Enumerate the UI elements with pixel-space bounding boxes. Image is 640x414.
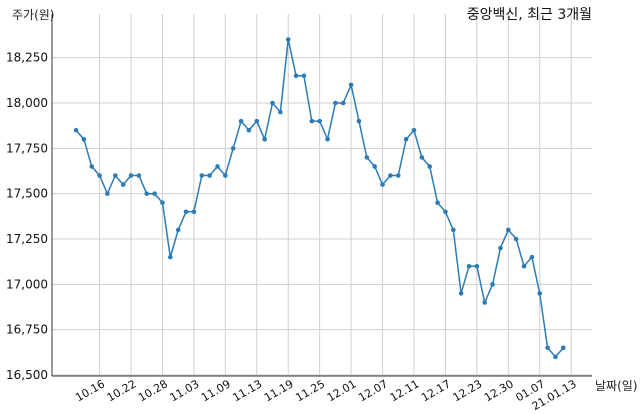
data-point — [466, 263, 472, 269]
series — [73, 37, 566, 360]
data-point — [545, 345, 550, 351]
data-point — [529, 254, 535, 260]
x-tick-label: 12.07 — [356, 377, 390, 404]
data-point — [403, 136, 409, 142]
x-tick-label: 12.11 — [388, 377, 422, 404]
data-point — [152, 191, 157, 196]
data-point — [482, 300, 488, 305]
data-point — [443, 209, 448, 215]
data-point — [474, 263, 480, 269]
data-point — [105, 191, 110, 196]
y-tick-label: 18,000 — [6, 96, 48, 110]
data-point — [175, 227, 181, 233]
data-point — [348, 82, 354, 88]
data-point — [380, 182, 385, 187]
data-point — [419, 155, 425, 160]
chart-title: 중앙백신, 최근 3개월 — [467, 7, 592, 23]
data-point — [435, 200, 440, 206]
x-axis-label: 날짜(일) — [595, 379, 637, 393]
data-point — [458, 291, 464, 296]
x-tick-label: 11.03 — [168, 377, 202, 404]
axes — [51, 14, 592, 377]
data-point — [223, 173, 228, 178]
data-point — [215, 164, 220, 169]
data-point — [97, 173, 102, 178]
data-point — [317, 118, 322, 124]
data-point — [238, 118, 244, 124]
data-point — [561, 345, 566, 351]
y-tick-label: 16,500 — [6, 368, 48, 382]
data-point — [270, 100, 275, 106]
data-point — [136, 173, 142, 178]
y-tick-labels: 16,500 16,750 17,000 17,250 17,500 17,750 18,0… — [6, 51, 48, 382]
x-tick-label: 11.25 — [293, 377, 327, 404]
x-tick-label: 12.23 — [451, 377, 485, 404]
data-point — [144, 191, 150, 196]
x-tick-label: 12.30 — [482, 377, 516, 404]
data-point — [191, 209, 197, 215]
y-tick-label: 18,250 — [6, 51, 48, 65]
data-point — [262, 136, 267, 142]
data-point — [427, 164, 433, 169]
data-point — [81, 136, 87, 142]
data-point — [160, 200, 165, 206]
data-point — [301, 73, 307, 79]
data-point — [498, 245, 503, 251]
data-point — [388, 173, 393, 178]
data-point — [553, 354, 558, 360]
x-tick-label: 12.17 — [419, 377, 453, 404]
data-point — [113, 173, 118, 178]
data-point — [183, 209, 189, 215]
grid — [52, 14, 592, 376]
data-point — [340, 100, 346, 106]
data-point — [325, 136, 330, 142]
x-tick-label: 12.01 — [325, 377, 359, 404]
x-tick-labels: 10.1610.2210.2811.0311.0911.1311.1911.25… — [73, 377, 578, 413]
data-point — [230, 146, 236, 151]
data-point — [537, 291, 543, 296]
data-point — [309, 118, 315, 124]
x-tick-label: 10.22 — [105, 377, 139, 404]
y-tick-label: 17,250 — [6, 232, 48, 246]
x-tick-label: 10.28 — [136, 377, 170, 404]
data-point — [285, 37, 291, 42]
data-point — [128, 173, 134, 178]
data-point — [333, 100, 338, 106]
data-point — [278, 109, 283, 115]
y-tick-label: 17,500 — [6, 187, 48, 201]
data-point — [168, 254, 173, 260]
data-point — [120, 182, 126, 187]
y-tick-label: 17,000 — [6, 277, 48, 291]
data-point — [246, 127, 252, 133]
data-point — [73, 127, 79, 133]
data-point — [207, 173, 212, 178]
data-point — [254, 118, 260, 124]
data-point — [372, 164, 377, 169]
y-tick-label: 16,750 — [6, 323, 48, 337]
x-tick-label: 11.13 — [231, 377, 265, 404]
x-tick-label: 10.16 — [73, 377, 107, 404]
x-tick-label: 11.09 — [199, 377, 233, 404]
data-point — [395, 173, 401, 178]
data-point — [450, 227, 456, 233]
data-point — [293, 73, 299, 79]
data-point — [490, 282, 495, 287]
data-point — [521, 263, 527, 269]
y-axis-label: 주가(원) — [12, 8, 54, 22]
data-point — [364, 155, 370, 160]
data-point — [199, 173, 205, 178]
data-point — [356, 118, 362, 124]
data-point — [513, 236, 519, 242]
data-point — [411, 127, 417, 133]
data-point — [506, 227, 511, 233]
y-tick-label: 17,750 — [6, 141, 48, 155]
data-point — [89, 164, 95, 169]
x-tick-label: 11.19 — [262, 377, 296, 404]
